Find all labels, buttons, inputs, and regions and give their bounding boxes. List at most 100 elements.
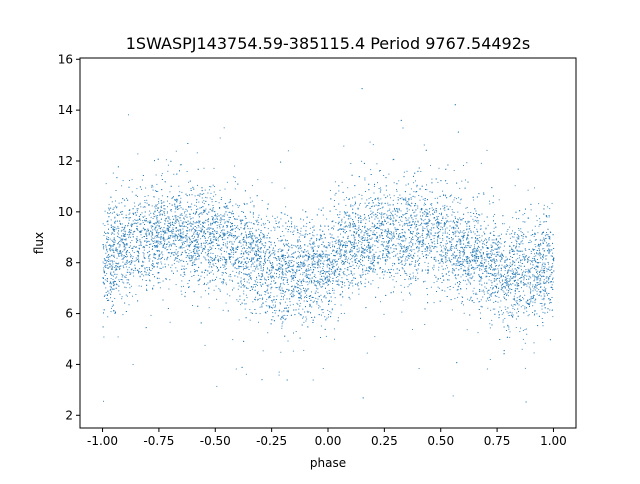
data-point <box>252 270 254 272</box>
data-point <box>130 255 132 257</box>
data-point <box>340 252 342 254</box>
data-point <box>331 241 333 243</box>
data-point <box>278 268 280 269</box>
data-point <box>284 187 286 189</box>
data-point <box>529 302 531 304</box>
data-point <box>539 283 541 285</box>
data-point <box>277 269 279 271</box>
data-point <box>287 271 289 273</box>
data-point <box>130 263 132 265</box>
data-point <box>314 261 316 262</box>
data-point <box>474 261 476 263</box>
data-point <box>388 245 390 247</box>
data-point <box>213 280 215 281</box>
data-point <box>251 234 253 236</box>
data-point <box>536 220 538 222</box>
data-point <box>481 290 483 292</box>
data-point <box>371 245 373 247</box>
data-point <box>530 263 531 265</box>
data-point <box>485 269 487 271</box>
data-point <box>424 248 426 250</box>
data-point <box>265 305 267 307</box>
data-point <box>171 232 173 234</box>
data-point <box>445 247 447 249</box>
data-point <box>347 215 349 217</box>
data-point <box>507 292 509 293</box>
data-point <box>114 267 116 268</box>
data-point <box>182 276 184 277</box>
data-point <box>530 253 532 254</box>
data-point <box>543 275 545 277</box>
data-point <box>490 294 492 296</box>
data-point <box>135 257 137 259</box>
data-point <box>457 296 459 298</box>
data-point <box>154 246 156 248</box>
data-point <box>189 241 191 243</box>
data-point <box>383 277 384 279</box>
data-point <box>296 302 298 304</box>
data-point <box>517 258 519 260</box>
data-point <box>122 233 124 234</box>
data-point <box>115 267 117 269</box>
data-point <box>332 280 334 282</box>
data-point <box>499 264 500 266</box>
data-point <box>268 246 270 248</box>
data-point <box>413 191 415 193</box>
data-point <box>237 276 239 278</box>
data-point <box>269 260 271 262</box>
data-point <box>469 260 471 262</box>
data-point <box>354 242 356 244</box>
data-point <box>270 244 272 246</box>
data-point <box>452 234 454 236</box>
data-point <box>166 238 168 240</box>
data-point <box>271 280 272 282</box>
data-point <box>455 278 457 280</box>
data-point <box>294 225 296 227</box>
data-point <box>123 282 125 284</box>
data-point <box>476 228 478 230</box>
data-point <box>522 237 524 239</box>
data-point <box>179 214 181 216</box>
data-point <box>535 233 536 235</box>
data-point <box>391 240 392 242</box>
data-point <box>401 203 402 205</box>
data-point <box>350 248 352 250</box>
data-point <box>313 243 315 245</box>
data-point <box>522 297 523 298</box>
data-point <box>138 259 140 261</box>
data-point <box>518 235 519 237</box>
data-point <box>215 265 217 267</box>
data-point <box>352 285 354 287</box>
data-point <box>310 279 312 281</box>
data-point <box>321 314 322 316</box>
data-point <box>355 254 357 256</box>
data-point <box>322 256 324 258</box>
data-point <box>377 182 378 184</box>
data-point <box>172 236 174 238</box>
data-point <box>290 231 292 233</box>
data-point <box>377 198 379 200</box>
data-point <box>282 264 284 266</box>
data-point <box>128 235 130 237</box>
data-point <box>422 239 424 241</box>
data-point <box>132 212 134 214</box>
data-point <box>473 268 475 270</box>
data-point <box>244 241 246 243</box>
data-point <box>123 267 125 269</box>
data-point <box>527 283 529 285</box>
data-point <box>307 268 309 270</box>
data-point <box>273 277 275 279</box>
data-point <box>438 269 440 271</box>
data-point <box>172 232 174 234</box>
data-point <box>526 310 528 312</box>
data-point <box>120 238 122 240</box>
data-point <box>118 262 120 264</box>
data-point <box>506 293 508 295</box>
data-point <box>111 232 113 234</box>
data-point <box>415 218 417 220</box>
data-point <box>361 250 363 252</box>
data-point <box>352 254 354 256</box>
data-point <box>348 216 350 218</box>
data-point <box>168 218 170 219</box>
data-point <box>454 298 456 300</box>
